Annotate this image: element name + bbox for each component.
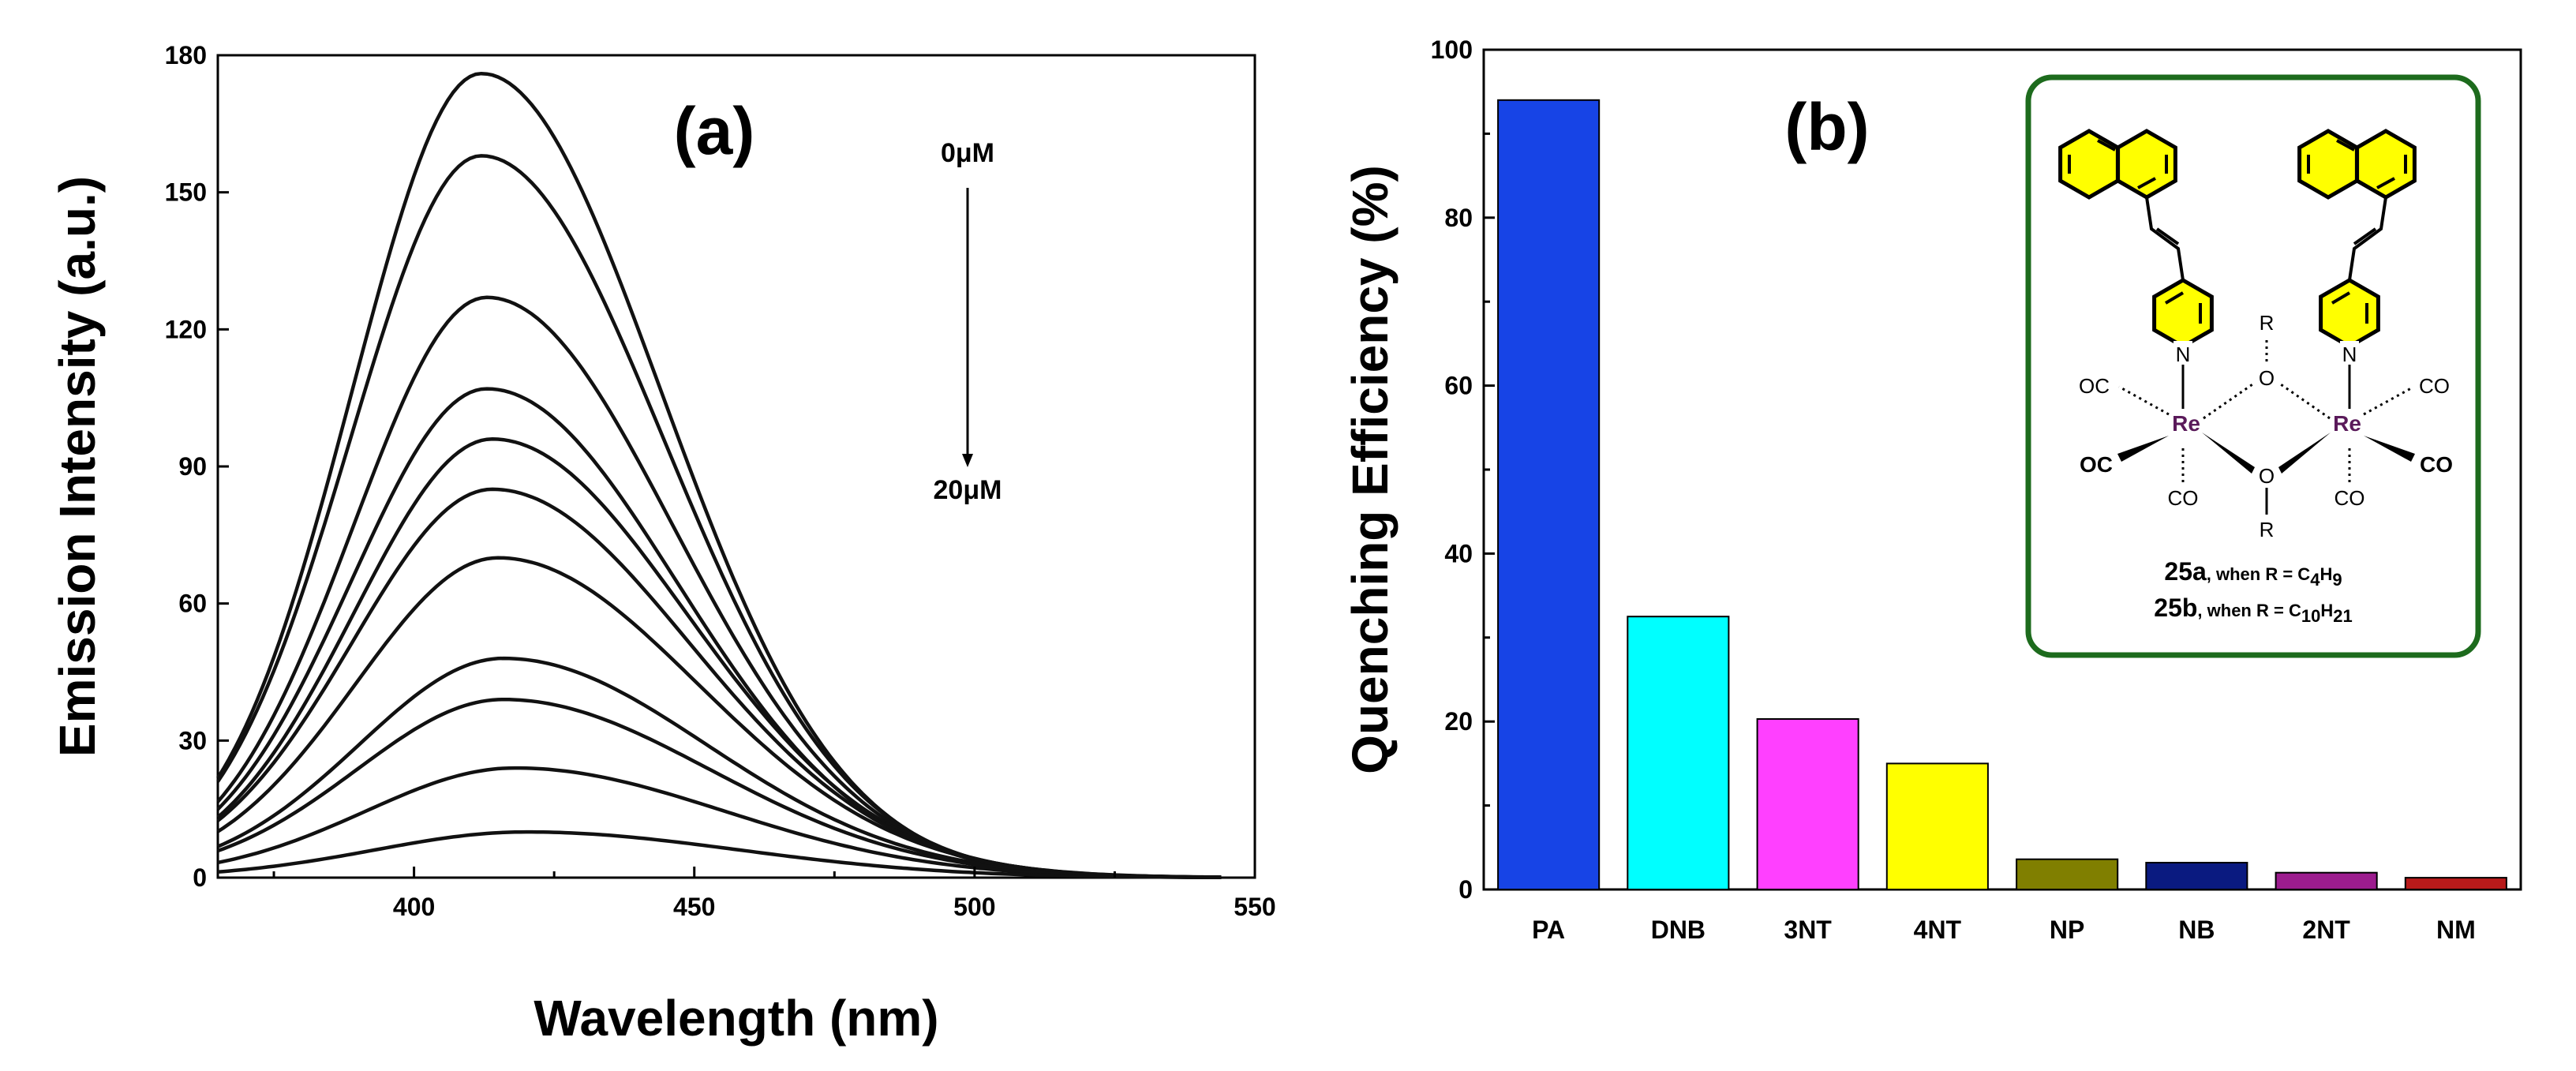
x-category-label: 4NT xyxy=(1914,916,1962,944)
bar-np xyxy=(2016,858,2119,890)
atom-n-left: N xyxy=(2176,343,2191,366)
naphthalene-ring-right xyxy=(2300,131,2415,197)
y-tick-label: 0 xyxy=(193,863,207,892)
x-category-label: 3NT xyxy=(1784,916,1832,944)
x-category-label: DNB xyxy=(1651,916,1705,944)
panel-label-a: (a) xyxy=(674,94,755,168)
concentration-end-label: 20μM xyxy=(934,475,1002,505)
bar-2nt xyxy=(2275,871,2378,890)
x-tick-label: 400 xyxy=(393,893,435,921)
emission-curve xyxy=(217,766,1222,879)
y-tick-label-b: 80 xyxy=(1444,204,1473,232)
bar-pa xyxy=(1497,99,1601,891)
atom-o-bottom: O xyxy=(2259,464,2275,488)
ligand-co-top-right: CO xyxy=(2419,374,2450,398)
bar-nb xyxy=(2145,862,2248,890)
x-category-label: NB xyxy=(2178,916,2215,944)
pyridine-ring-left xyxy=(2155,280,2212,346)
panel-label-b: (b) xyxy=(1784,90,1869,164)
caption-25a: 25a, when R = C4H9 xyxy=(2164,557,2342,590)
pyridine-ring-right xyxy=(2321,280,2379,346)
naphthalene-ring-left xyxy=(2061,131,2176,197)
bar-4nt xyxy=(1885,762,1989,891)
y-axis-label-a: Emission Intensity (a.u.) xyxy=(49,176,106,757)
quenching-bars xyxy=(1497,99,2507,891)
ligand-oc-bottom-left: OC xyxy=(2080,452,2113,477)
rhenium-core-bonds xyxy=(2118,339,2412,515)
emission-curve xyxy=(216,387,1222,879)
x-category-label: 2NT xyxy=(2302,916,2350,944)
y-axis-ticks: 0 30 60 90 120 150 180 xyxy=(165,41,229,892)
x-tick-label: 450 xyxy=(673,893,715,921)
vinyl-linkers xyxy=(2145,197,2387,281)
concentration-start-label: 0μM xyxy=(941,138,994,168)
emission-curve xyxy=(216,154,1222,879)
bar-3nt xyxy=(1756,718,1859,890)
emission-curve xyxy=(217,829,1222,879)
plot-a-frame xyxy=(216,54,1256,879)
x-axis-ticks: 400 450 500 550 xyxy=(272,867,1276,921)
ligand-co-bottom-left: CO xyxy=(2168,486,2199,510)
y-tick-label: 90 xyxy=(178,452,207,481)
wedge-bonds xyxy=(2117,433,2415,474)
emission-curve xyxy=(216,556,1222,879)
quenching-efficiency-chart: 0 20 40 60 80 100 PA DNB 3NT 4NT NP NB 2NT NM (b) Qu… xyxy=(1342,36,2522,944)
x-tick-label: 550 xyxy=(1234,893,1275,921)
chemical-structure-inset: N N R O O xyxy=(2025,74,2481,658)
caption-25b: 25b, when R = C10H21 xyxy=(2154,594,2352,626)
atom-r-top: R xyxy=(2260,311,2275,335)
y-tick-label-b: 60 xyxy=(1444,372,1473,400)
y-tick-label: 180 xyxy=(165,41,207,69)
y-axis-ticks-b: 0 20 40 60 80 100 xyxy=(1431,36,1495,904)
atom-re-left: Re xyxy=(2172,411,2200,436)
x-category-label: NP xyxy=(2050,916,2084,944)
x-tick-label: 500 xyxy=(953,893,995,921)
y-tick-label-b: 20 xyxy=(1444,707,1473,736)
atom-o-top: O xyxy=(2259,366,2275,390)
bar-dnb xyxy=(1627,616,1730,890)
atom-n-right: N xyxy=(2342,343,2357,366)
y-axis-label-b: Quenching Efficiency (%) xyxy=(1342,165,1398,774)
x-category-label: PA xyxy=(1532,916,1565,944)
y-tick-label: 60 xyxy=(178,590,207,618)
structure-frame xyxy=(2025,74,2481,658)
atom-re-right: Re xyxy=(2333,411,2361,436)
y-tick-label: 150 xyxy=(165,178,207,207)
x-category-label: NM xyxy=(2436,916,2476,944)
atom-r-bottom: R xyxy=(2260,518,2275,541)
ligand-co-bottom-right: CO xyxy=(2420,452,2453,477)
x-axis-categories: PA DNB 3NT 4NT NP NB 2NT NM xyxy=(1532,916,2476,944)
concentration-arrowhead xyxy=(962,454,973,467)
ligand-oc-top-left: OC xyxy=(2079,374,2110,398)
y-tick-label: 120 xyxy=(165,315,207,343)
emission-spectra-chart: 400 450 500 550 0 30 60 90 120 150 180 (a) 0μM 20… xyxy=(49,41,1276,1047)
ligand-co-bottom-right-2: CO xyxy=(2334,486,2365,510)
x-axis-label-a: Wavelength (nm) xyxy=(534,990,938,1047)
bar-nm xyxy=(2404,877,2507,890)
emission-curve xyxy=(217,656,1222,879)
y-tick-label: 30 xyxy=(178,726,207,755)
emission-curve xyxy=(216,71,1222,880)
y-tick-label-b: 100 xyxy=(1431,36,1473,64)
y-tick-label-b: 40 xyxy=(1444,539,1473,567)
emission-curves xyxy=(216,71,1222,880)
y-tick-label-b: 0 xyxy=(1458,875,1473,904)
